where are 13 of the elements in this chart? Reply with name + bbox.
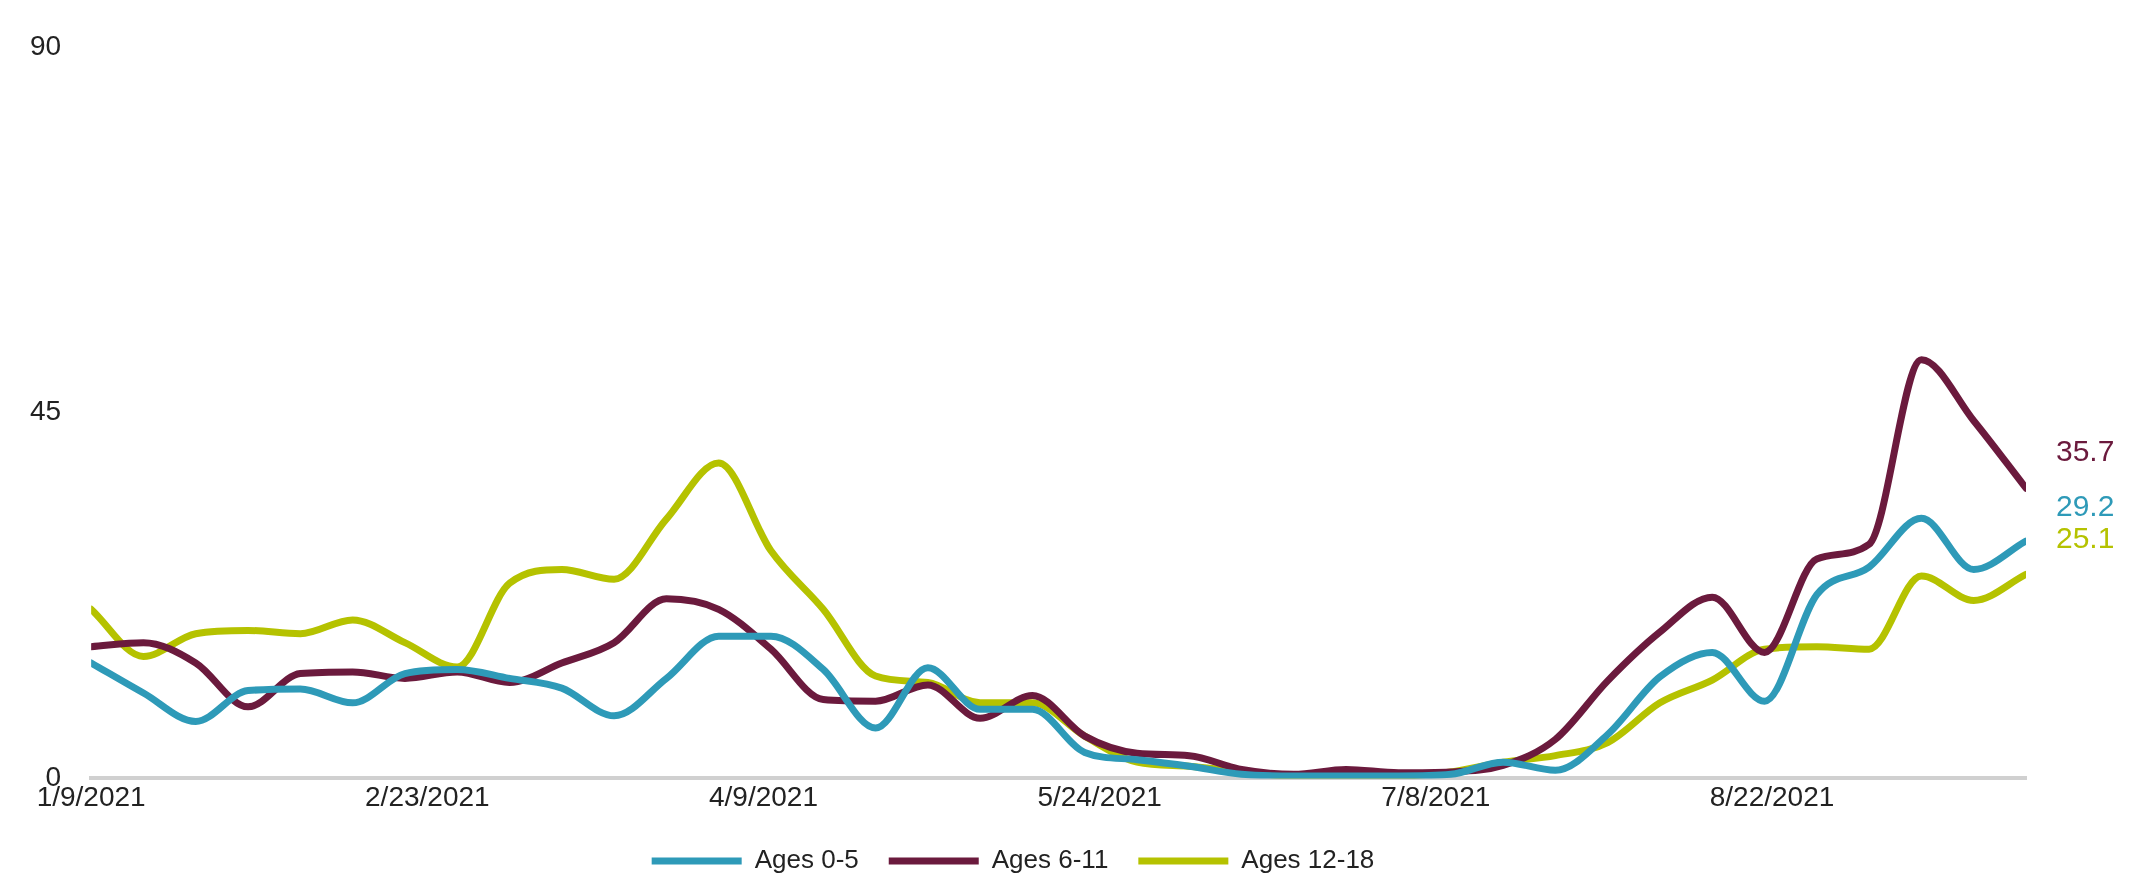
data-label: 29.2 — [2056, 489, 2115, 523]
x-tick-label: 8/22/2021 — [1709, 780, 1835, 812]
legend-label: Ages 0-5 — [754, 844, 859, 875]
legend-label: Ages 6-11 — [991, 844, 1109, 875]
x-tick-label: 5/24/2021 — [1037, 780, 1162, 812]
data-label: 35.7 — [2056, 434, 2115, 468]
data-label: 25.1 — [2056, 520, 2115, 554]
x-tick-label: 7/8/2021 — [1381, 780, 1491, 812]
y-tick-label: 45 — [29, 395, 62, 427]
x-tick-label: 4/9/2021 — [708, 780, 818, 812]
x-tick-label: 2/23/2021 — [365, 780, 490, 812]
legend-label: Ages 12-18 — [1241, 844, 1375, 875]
y-tick-label: 90 — [29, 29, 62, 61]
